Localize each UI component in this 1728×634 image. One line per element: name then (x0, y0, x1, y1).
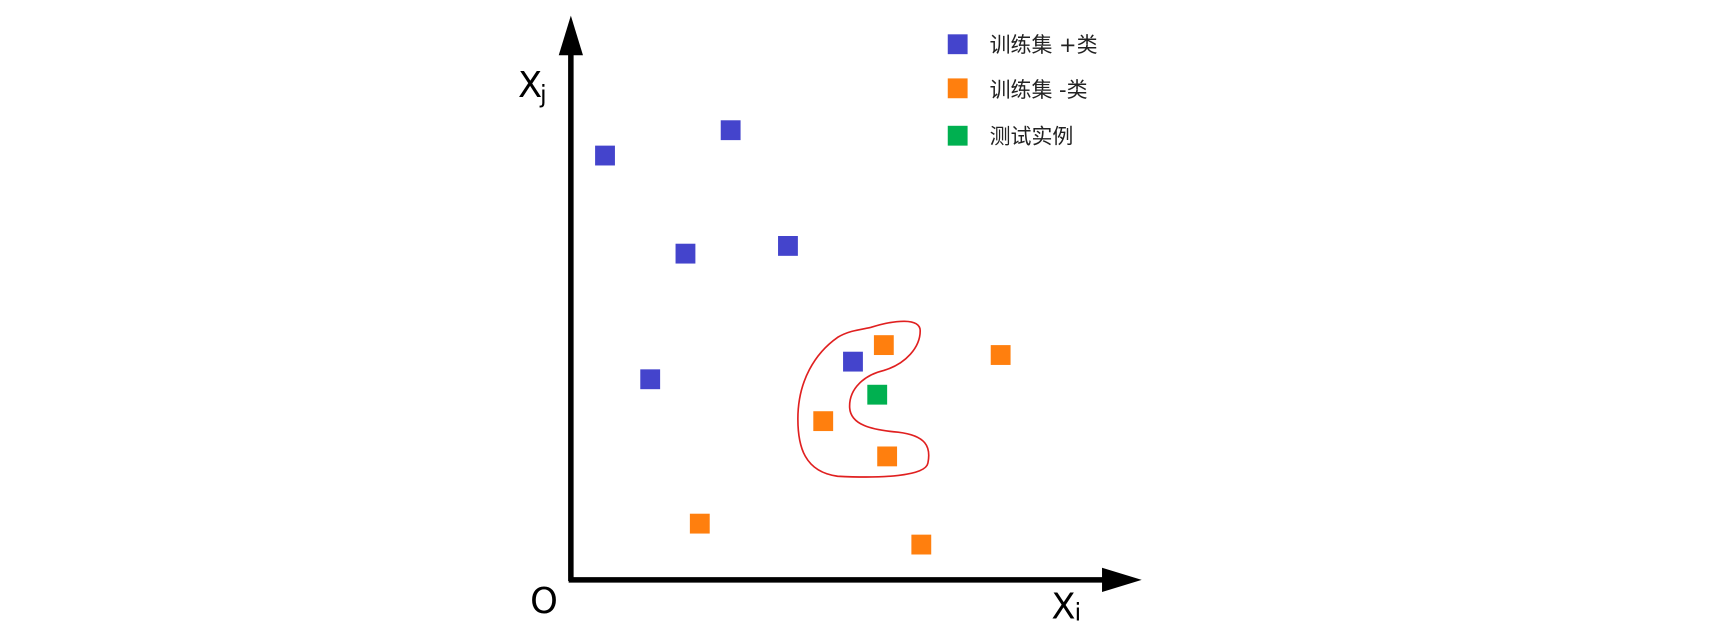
test-point (867, 384, 888, 405)
positive-point (778, 236, 798, 256)
positive-point (675, 243, 696, 264)
x-axis-label: X (1051, 586, 1075, 627)
x-arrow (1102, 567, 1142, 592)
y-axis-label: X (518, 65, 542, 106)
legend-swatch (947, 78, 968, 99)
legend-label: 训练集 -类 (990, 78, 1088, 102)
origin-label: O (530, 581, 558, 622)
legend-swatch (947, 125, 968, 146)
neighbourhood-outline (797, 320, 930, 478)
negative-point (689, 513, 710, 534)
positive-point (720, 120, 741, 141)
y-axis-subscript: j (539, 80, 547, 109)
negative-points (689, 335, 1011, 555)
negative-point (873, 335, 894, 356)
positive-points (595, 120, 863, 390)
y-arrow (558, 15, 583, 56)
positive-point (595, 145, 615, 166)
legend-label: 训练集 +类 (990, 33, 1098, 57)
legend-swatch (947, 34, 968, 55)
negative-point (813, 411, 834, 432)
legend: 训练集 +类 训练集 -类 测试实例 (947, 33, 1098, 148)
negative-point (990, 345, 1011, 365)
negative-point (911, 534, 932, 555)
negative-point (877, 446, 898, 467)
x-axis-subscript: i (1074, 598, 1081, 627)
positive-point (843, 351, 863, 372)
positive-point (640, 369, 661, 390)
legend-label: 测试实例 (990, 124, 1074, 148)
